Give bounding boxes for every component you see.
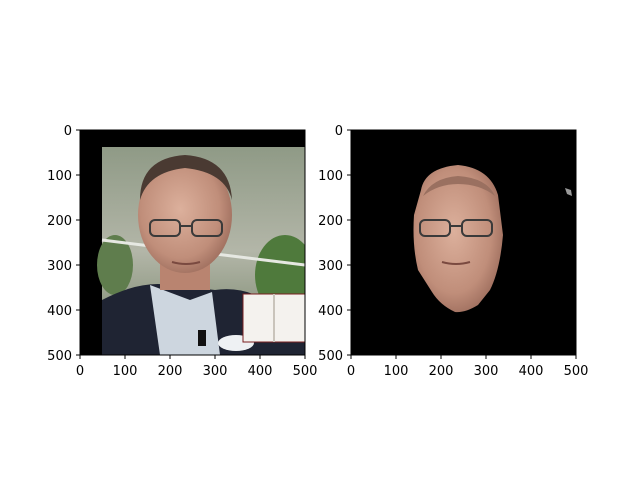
axes-frame-right xyxy=(350,129,577,356)
left-y-tick-label: 0 xyxy=(64,124,72,139)
left-y-ticks xyxy=(76,129,80,356)
right-y-tick-label: 500 xyxy=(318,349,343,364)
right-y-tick-label: 100 xyxy=(318,169,343,184)
right-x-tick-label: 0 xyxy=(347,364,355,379)
glasses-mask xyxy=(419,219,493,237)
left-x-tick-label: 500 xyxy=(293,364,318,379)
foliage-left xyxy=(97,235,133,295)
right-x-tick-label: 400 xyxy=(519,364,544,379)
panel-original xyxy=(80,130,305,355)
mask-artifact xyxy=(565,188,572,196)
left-y-tick-label: 400 xyxy=(47,304,72,319)
axes-frame-left xyxy=(79,129,306,356)
left-x-tick-label: 0 xyxy=(76,364,84,379)
left-x-tick-label: 200 xyxy=(158,364,183,379)
left-x-ticks xyxy=(79,355,306,359)
left-x-tick-label: 300 xyxy=(203,364,228,379)
left-x-tick-label: 100 xyxy=(113,364,138,379)
segmented-face xyxy=(413,165,503,313)
right-x-tick-label: 200 xyxy=(429,364,454,379)
right-x-ticks xyxy=(350,355,577,359)
right-y-tick-label: 200 xyxy=(318,214,343,229)
glasses xyxy=(149,219,223,237)
hair xyxy=(140,155,232,200)
left-y-tick-label: 200 xyxy=(47,214,72,229)
left-y-tick-label: 500 xyxy=(47,349,72,364)
face xyxy=(138,157,232,273)
forehead-shadow xyxy=(423,176,495,196)
left-y-tick-label: 100 xyxy=(47,169,72,184)
left-x-tick-label: 400 xyxy=(248,364,273,379)
mouth-mask xyxy=(441,261,471,265)
panel-face-mask xyxy=(351,130,576,355)
mouth xyxy=(171,261,201,265)
right-x-tick-label: 300 xyxy=(474,364,499,379)
right-y-tick-label: 300 xyxy=(318,259,343,274)
right-x-tick-label: 500 xyxy=(564,364,589,379)
right-x-tick-label: 100 xyxy=(384,364,409,379)
left-y-tick-label: 300 xyxy=(47,259,72,274)
right-y-ticks xyxy=(347,129,351,356)
right-y-tick-label: 400 xyxy=(318,304,343,319)
right-y-tick-label: 0 xyxy=(335,124,343,139)
microphone xyxy=(198,330,206,346)
